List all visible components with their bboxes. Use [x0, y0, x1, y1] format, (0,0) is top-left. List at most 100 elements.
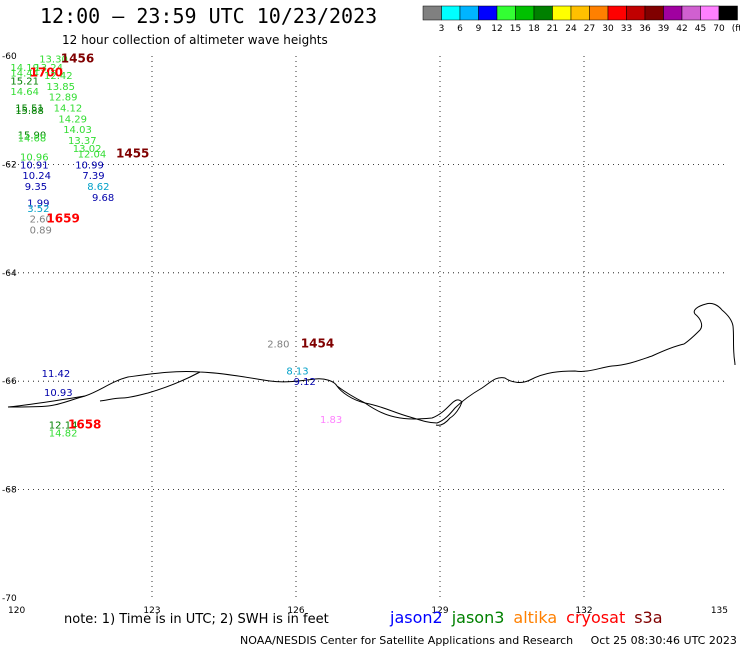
- wave-height-label: 1.99: [27, 198, 49, 209]
- wave-height-label: 14.03: [63, 125, 92, 136]
- wave-height-label: 15.90: [18, 131, 47, 142]
- colorbar-label: 18: [528, 24, 540, 34]
- wave-height-label: 9.68: [92, 193, 114, 204]
- colorbar-swatch: [515, 5, 535, 21]
- colorbar-label: 42: [676, 24, 687, 34]
- wave-height-label: 14.12: [54, 103, 83, 114]
- colorbar-swatch: [663, 5, 683, 21]
- wave-height-label: 15.88: [15, 106, 44, 117]
- colorbar-swatch: [644, 5, 664, 21]
- lon-tick-label: 132: [575, 606, 592, 616]
- wave-height-label: 10.91: [20, 160, 49, 171]
- colorbar-label: 36: [639, 24, 651, 34]
- colorbar-label: 39: [658, 24, 670, 34]
- legend-altika: altika: [513, 608, 558, 627]
- pass-time-label: 1454: [301, 336, 334, 350]
- wave-height-label: 12.42: [44, 71, 73, 82]
- wave-height-label: 2.80: [267, 339, 289, 350]
- wave-height-label: 2.60: [30, 215, 52, 226]
- wave-height-label: 15.21: [10, 76, 39, 87]
- map-subtitle: 12 hour collection of altimeter wave hei…: [62, 33, 328, 47]
- footer-note: note: 1) Time is in UTC; 2) SWH is in fe…: [64, 612, 329, 627]
- legend-cryosat: cryosat: [566, 608, 626, 627]
- colorbar-swatch: [552, 5, 572, 21]
- wave-height-label: 0.89: [30, 225, 52, 236]
- colorbar-swatch: [570, 5, 590, 21]
- lat-tick-label: -60: [2, 52, 17, 62]
- colorbar-label: 45: [695, 24, 706, 34]
- wave-height-label: 14.29: [58, 114, 87, 125]
- pass-time-label: 1700: [30, 65, 63, 79]
- lat-tick-label: -66: [2, 377, 17, 387]
- colorbar-swatch: [441, 5, 461, 21]
- pass-time-label: 1456: [61, 52, 94, 66]
- colorbar-swatch: [589, 5, 609, 21]
- footer-credit: NOAA/NESDIS Center for Satellite Applica…: [240, 634, 740, 647]
- colorbar-label: 24: [565, 24, 577, 34]
- lat-tick-label: -64: [2, 269, 17, 279]
- credit-text: NOAA/NESDIS Center for Satellite Applica…: [240, 634, 574, 647]
- legend-s3a: s3a: [634, 608, 663, 627]
- colorbar-unit: (ft): [732, 24, 740, 34]
- wave-height-label: 8.13: [286, 366, 308, 377]
- lon-tick-label: 135: [711, 606, 728, 616]
- colorbar-swatch: [700, 5, 720, 21]
- colorbar-label: 12: [491, 24, 502, 34]
- wave-height-label: 8.62: [87, 182, 109, 193]
- coastline-bay-path: [336, 385, 463, 426]
- wave-height-label: 13.85: [46, 82, 75, 93]
- colorbar-label: 21: [547, 24, 558, 34]
- lon-tick-label: 126: [287, 606, 304, 616]
- colorbar-label: 3: [439, 24, 445, 34]
- wave-height-label: 14.19: [10, 63, 39, 74]
- wave-height-label: 14.68: [18, 133, 47, 144]
- lon-tick-label: 123: [143, 606, 160, 616]
- wave-height-label: 10.99: [75, 160, 104, 171]
- pass-time-label: 1658: [68, 418, 101, 432]
- wave-height-label: 12.89: [49, 93, 78, 104]
- lat-tick-label: -70: [2, 594, 17, 604]
- lon-tick-label: 129: [431, 606, 448, 616]
- colorbar-swatch: [496, 5, 516, 21]
- wave-height-label: 10.96: [20, 152, 49, 163]
- coastline-inner-path: [7, 371, 201, 408]
- credit-timestamp: Oct 25 08:30:46 UTC 2023: [590, 634, 737, 647]
- antarctic-coastline: [7, 302, 736, 426]
- wave-height-label: 10.93: [44, 388, 73, 399]
- wave-height-label: 14.64: [10, 87, 39, 98]
- wave-height-label: 13.24: [34, 63, 63, 74]
- pass-time-label: 1659: [46, 212, 79, 226]
- wave-height-label: 13.02: [73, 144, 102, 155]
- wave-height-label: 15.51: [15, 103, 44, 114]
- colorbar-label: 33: [621, 24, 632, 34]
- wave-height-label: 9.35: [25, 182, 47, 193]
- colorbar-swatch: [681, 5, 701, 21]
- wave-height-label: 7.39: [82, 171, 104, 182]
- satellite-legend: jason2 jason3 altika cryosat s3a: [390, 608, 672, 627]
- colorbar-label: 27: [584, 24, 595, 34]
- colorbar-label: 15: [510, 24, 521, 34]
- wave-height-label: 1.83: [320, 415, 342, 426]
- lat-lon-grid: [8, 56, 728, 598]
- wave-height-label: 10.24: [22, 171, 51, 182]
- lat-tick-label: -68: [2, 486, 17, 496]
- map-title: 12:00 – 23:59 UTC 10/23/2023: [40, 4, 378, 28]
- colorbar-label: 9: [476, 24, 482, 34]
- lat-tick-label: -62: [2, 160, 17, 170]
- axis-tick-labels: 120 123 126 129 132 135 -60 -62 -64 -66 -68 -70: [2, 52, 728, 616]
- wave-height-label: 11.42: [42, 369, 71, 380]
- colorbar-label: 6: [457, 24, 463, 34]
- wave-height-label: 13.30: [39, 55, 68, 66]
- colorbar-swatch: [478, 5, 498, 21]
- colorbar-swatch: [626, 5, 646, 21]
- colorbar-label: 30: [602, 24, 614, 34]
- legend-jason2: jason2: [390, 608, 443, 627]
- colorbar-swatch: [533, 5, 553, 21]
- colorbar-label: 70: [713, 24, 725, 34]
- pass-time-label: 1455: [116, 147, 149, 161]
- colorbar-swatch: [607, 5, 627, 21]
- legend-jason3: jason3: [451, 608, 505, 627]
- colorbar-swatch: [422, 5, 442, 21]
